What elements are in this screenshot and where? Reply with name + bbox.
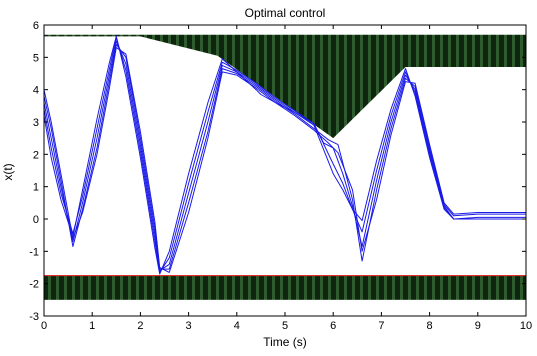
x-tick-label: 0 xyxy=(41,320,47,332)
x-tick-label: 7 xyxy=(378,320,384,332)
y-axis-label: x(t) xyxy=(1,163,15,180)
y-tick-label: -1 xyxy=(29,246,39,258)
y-tick-label: 5 xyxy=(33,52,39,64)
x-axis-label: Time (s) xyxy=(263,335,307,349)
y-tick-label: 4 xyxy=(33,85,39,97)
upper-constraint-region xyxy=(44,34,526,139)
x-tick-label: 1 xyxy=(89,320,95,332)
y-tick-label: 1 xyxy=(33,182,39,194)
y-tick-label: -3 xyxy=(29,311,39,323)
constraint-regions xyxy=(44,34,526,300)
y-tick-label: 3 xyxy=(33,117,39,129)
x-tick-label: 9 xyxy=(475,320,481,332)
x-tick-label: 4 xyxy=(234,320,240,332)
y-tick-label: 2 xyxy=(33,149,39,161)
y-axis-ticks: -3 -2 -1 0 1 2 3 4 5 6 xyxy=(29,20,526,323)
series-layer xyxy=(44,35,526,275)
x-tick-label: 5 xyxy=(282,320,288,332)
chart-title: Optimal control xyxy=(245,6,326,20)
x-tick-label: 10 xyxy=(520,320,532,332)
lower-constraint-region xyxy=(44,275,526,300)
x-tick-label: 8 xyxy=(427,320,433,332)
y-tick-label: 6 xyxy=(33,20,39,32)
x-tick-label: 6 xyxy=(330,320,336,332)
y-tick-label: -2 xyxy=(29,279,39,291)
series-line-5 xyxy=(44,47,526,273)
x-tick-label: 3 xyxy=(186,320,192,332)
y-tick-label: 0 xyxy=(33,214,39,226)
x-tick-label: 2 xyxy=(137,320,143,332)
series-line-3 xyxy=(44,40,526,272)
x-axis-ticks: 0 1 2 3 4 5 6 7 8 9 10 xyxy=(41,25,532,332)
